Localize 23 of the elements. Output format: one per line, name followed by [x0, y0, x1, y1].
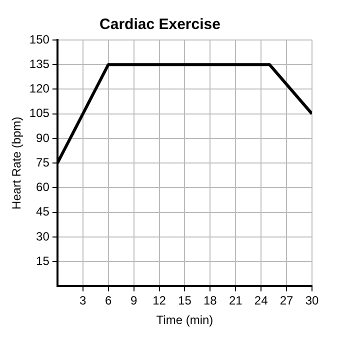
- x-tick-label: 15: [178, 294, 192, 308]
- y-tick-label: 150: [29, 32, 50, 46]
- y-tick-label: 30: [36, 229, 50, 244]
- y-tick-label: 135: [29, 56, 50, 71]
- y-tick-label: 45: [36, 204, 50, 219]
- x-tick-label: 24: [254, 294, 268, 308]
- x-tick-label: 3: [80, 294, 87, 308]
- y-tick-label: 60: [36, 180, 50, 194]
- y-tick-label: 75: [36, 155, 50, 170]
- x-tick-label: 27: [280, 294, 294, 308]
- chart-title: Cardiac Exercise: [100, 16, 220, 34]
- x-tick-label: 21: [228, 294, 243, 308]
- y-tick-label: 15: [36, 254, 50, 268]
- x-tick-label: 6: [104, 294, 112, 308]
- x-tick-label: 9: [130, 294, 138, 308]
- y-tick-label: 120: [29, 82, 50, 96]
- x-axis-title: Time (min): [156, 313, 214, 328]
- y-axis-title: Heart Rate (bpm): [10, 116, 24, 210]
- x-tick-label: 30: [305, 294, 319, 308]
- x-tick-label: 18: [203, 294, 218, 308]
- y-tick-label: 105: [29, 106, 50, 120]
- x-tick-label: 12: [152, 294, 166, 308]
- y-tick-label: 90: [36, 130, 50, 145]
